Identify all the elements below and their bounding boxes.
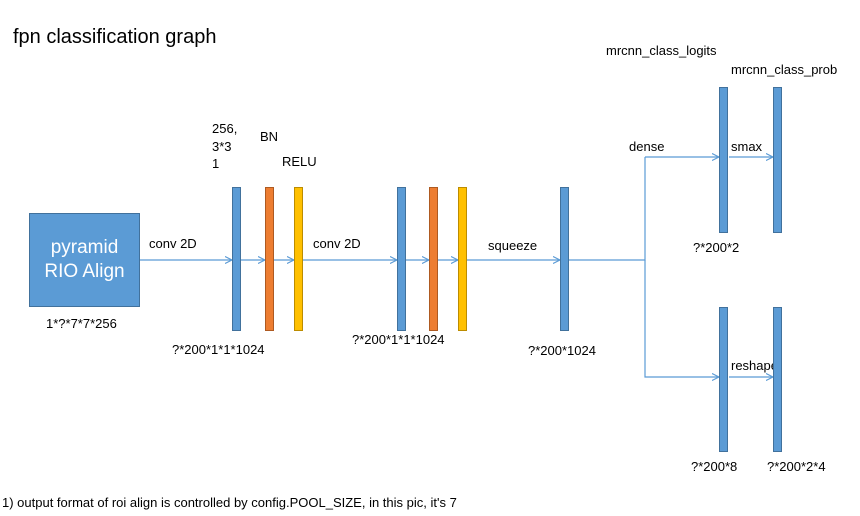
class-prob-bar (773, 87, 782, 233)
relu2-bar (458, 187, 467, 331)
conv2d-label-2: conv 2D (313, 236, 361, 251)
bn-label: BN (260, 129, 279, 144)
class-logits-bar (719, 87, 728, 233)
class-logits-label: mrcnn_class_logits (606, 43, 717, 58)
arrow-squeeze-to-dense-split (569, 157, 646, 261)
layer2-output-shape: ?*200*1*1*1024 (352, 332, 445, 347)
conv1-param-filters: 256, (212, 121, 238, 136)
layer1-output-shape: ?*200*1*1*1024 (172, 342, 265, 357)
bbox-dense-bar (719, 307, 728, 452)
conv1-bar (232, 187, 241, 331)
relu-label: RELU (282, 154, 317, 169)
squeeze-bar (560, 187, 569, 331)
reshape-label: reshape (731, 358, 778, 373)
arrow-to-bbox-branch (644, 260, 719, 377)
bbox-reshape-bar (773, 307, 782, 452)
roi-output-shape: 1*?*7*7*256 (46, 316, 117, 331)
pyramid-roi-align-block: pyramid RIO Align (29, 213, 140, 307)
smax-label: smax (731, 139, 763, 154)
squeeze-output-shape: ?*200*1024 (528, 343, 596, 358)
footnote: 1) output format of roi align is control… (2, 495, 457, 510)
relu1-bar (294, 187, 303, 331)
dense-label: dense (629, 139, 665, 154)
conv2d-label-1: conv 2D (149, 236, 197, 251)
bn1-bar (265, 187, 274, 331)
roi-block-line1: pyramid (50, 237, 119, 258)
class-logits-shape: ?*200*2 (693, 240, 740, 255)
roi-block-line2: RIO Align (44, 261, 125, 282)
conv1-param-stride: 1 (212, 156, 220, 171)
bbox-reshape-shape: ?*200*2*4 (767, 459, 826, 474)
conv1-param-kernel: 3*3 (212, 139, 232, 154)
squeeze-label: squeeze (488, 238, 538, 253)
diagram-title: fpn classification graph (13, 26, 217, 48)
bn2-bar (429, 187, 438, 331)
class-prob-label: mrcnn_class_prob (731, 62, 838, 77)
bbox-dense-shape: ?*200*8 (691, 459, 738, 474)
conv2-bar (397, 187, 406, 331)
